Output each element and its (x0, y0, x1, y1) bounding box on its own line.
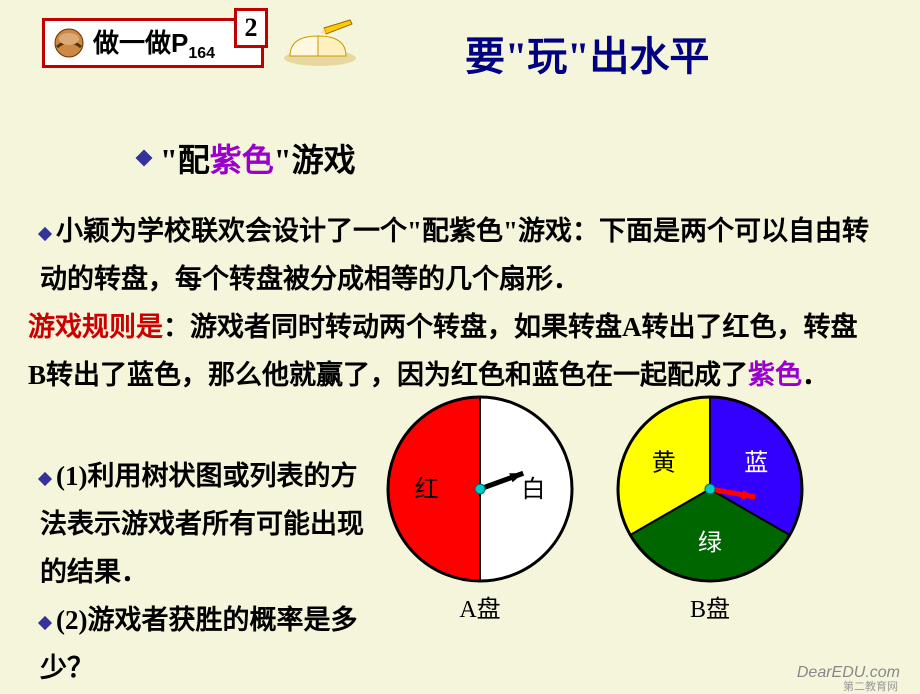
wheel-a-container: 红白 A盘 (375, 391, 585, 624)
subtitle-pre: "配 (160, 142, 210, 178)
wheel-a: 红白 (380, 391, 580, 587)
notebook-icon (280, 18, 360, 68)
subtitle-row: "配紫色"游戏 (138, 135, 356, 181)
page-title: 要"玩"出水平 (465, 24, 709, 82)
subtitle-post: "游戏 (274, 142, 356, 178)
header-label-sub: 164 (188, 45, 215, 62)
body-text: 小颖为学校联欢会设计了一个"配紫色"游戏：下面是两个可以自由转动的转盘，每个转盘… (40, 207, 880, 399)
header-label: 做一做P164 (93, 23, 215, 63)
subtitle: "配紫色"游戏 (160, 135, 356, 181)
bullet-icon (38, 616, 52, 630)
bullet-icon (38, 227, 52, 241)
globe-icon (51, 25, 87, 61)
wheel-b-container: 黄绿 蓝 B盘 (605, 391, 815, 624)
svg-text:红: 红 (415, 476, 439, 503)
subtitle-purple: 紫色 (210, 142, 274, 178)
bullet-icon (136, 150, 153, 167)
wheel-b-label: B盘 (605, 589, 815, 624)
paragraph-2-purple: 紫色 (748, 360, 802, 390)
paragraph-2b: ． (802, 360, 829, 390)
question-1: (1)利用树状图或列表的方法表示游戏者所有可能出现的结果． (40, 461, 364, 587)
paragraph-1: 小颖为学校联欢会设计了一个"配紫色"游戏：下面是两个可以自由转动的转盘，每个转盘… (40, 216, 869, 294)
question-2: (2)游戏者获胜的概率是多少？ (40, 605, 357, 683)
svg-text:黄: 黄 (652, 449, 676, 476)
header-label-prefix: 做一做P (93, 28, 188, 58)
watermark-sub: 第二教育网 (843, 678, 898, 694)
bullet-icon (38, 472, 52, 486)
header-box: 做一做P164 (42, 18, 264, 68)
header-box-2: 2 (234, 8, 268, 48)
rules-label: 游戏规则是 (28, 312, 163, 342)
svg-text:蓝: 蓝 (744, 449, 768, 476)
header-box-2-num: 2 (245, 13, 258, 43)
wheel-a-label: A盘 (375, 589, 585, 624)
svg-text:绿: 绿 (698, 529, 722, 556)
svg-text:白: 白 (521, 476, 545, 503)
wheel-b: 黄绿 蓝 (610, 391, 810, 587)
questions-block: (1)利用树状图或列表的方法表示游戏者所有可能出现的结果． (2)游戏者获胜的概… (40, 452, 370, 692)
